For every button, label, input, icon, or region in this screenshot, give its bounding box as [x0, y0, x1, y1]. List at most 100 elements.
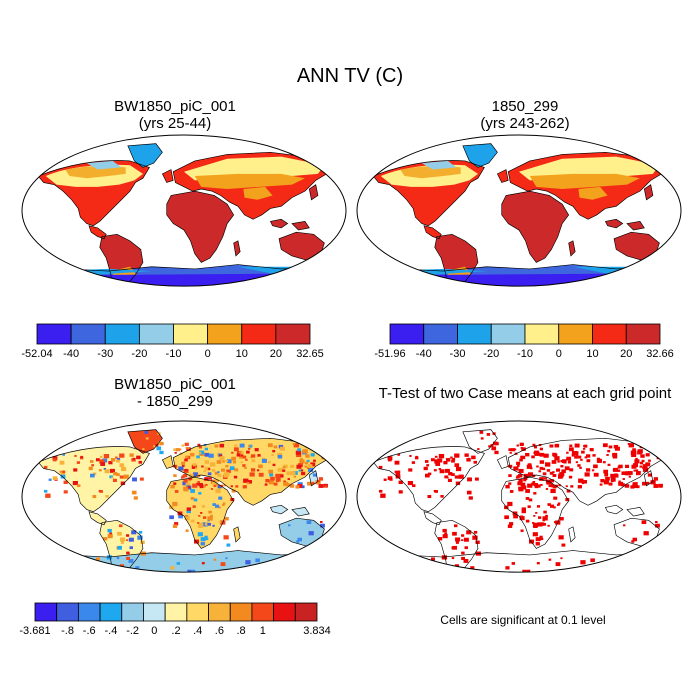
significant-cell	[521, 509, 526, 514]
difference-cell	[186, 507, 191, 511]
significant-cell	[509, 451, 512, 454]
difference-cell	[283, 480, 286, 483]
significant-cell	[621, 471, 626, 475]
significant-cell	[508, 465, 511, 467]
significant-cell	[602, 443, 608, 448]
colorbar-tick-label: -40	[416, 348, 432, 360]
significant-cell	[547, 524, 550, 527]
significant-cell	[415, 455, 418, 458]
significant-cell	[471, 455, 476, 460]
colorbar-box	[251, 602, 275, 622]
significant-cell	[424, 460, 429, 463]
significant-cell	[446, 476, 449, 479]
significant-cell	[448, 471, 453, 476]
colorbar-tick-label: -.6	[83, 625, 96, 637]
difference-cell	[258, 464, 263, 469]
difference-cell	[139, 477, 144, 481]
significant-cell	[553, 454, 558, 457]
difference-cell	[223, 473, 229, 478]
significant-cell	[595, 565, 599, 567]
difference-cell	[233, 447, 239, 452]
significant-cell	[579, 466, 582, 469]
significant-cell	[578, 478, 584, 483]
colorbar-box	[186, 602, 209, 622]
difference-cell	[112, 478, 117, 483]
significant-cell	[561, 459, 567, 464]
significant-cell	[468, 496, 473, 500]
significant-cell	[630, 485, 635, 489]
significant-cell	[540, 537, 544, 541]
difference-cell	[273, 445, 278, 449]
difference-cell	[288, 524, 291, 527]
map-case2	[356, 134, 682, 287]
difference-cell	[267, 461, 271, 464]
colorbar-box	[143, 602, 166, 622]
significant-cell	[646, 481, 650, 485]
difference-cell	[138, 530, 143, 534]
difference-cell	[185, 529, 189, 532]
difference-cell	[123, 474, 129, 479]
colorbar-tick-label: .4	[193, 625, 202, 637]
colorbar-tick-label: 0	[556, 348, 562, 360]
difference-cell	[151, 433, 156, 436]
significant-cell	[447, 478, 452, 483]
significant-cell	[628, 475, 631, 478]
difference-cell	[212, 524, 215, 527]
significant-cell	[612, 454, 618, 459]
difference-cell	[187, 486, 191, 489]
significant-cell	[603, 469, 609, 474]
difference-cell	[324, 485, 328, 488]
difference-cell	[271, 454, 274, 456]
significant-cell	[642, 467, 649, 472]
significant-cell	[625, 471, 631, 476]
significant-cell	[536, 465, 539, 468]
difference-cell	[308, 531, 314, 536]
colorbar-tick-label: 10	[586, 348, 598, 360]
significant-cell	[407, 480, 413, 486]
difference-cell	[249, 456, 253, 459]
significant-cell	[427, 495, 432, 499]
difference-cell	[299, 459, 305, 464]
difference-cell	[129, 453, 134, 457]
significant-cell	[467, 457, 471, 460]
difference-cell	[292, 443, 296, 446]
significant-cell	[543, 477, 547, 480]
colorbar-tick-label: -3.681	[19, 625, 50, 637]
difference-cell	[207, 467, 211, 471]
significant-cell	[577, 485, 582, 489]
difference-cell	[128, 537, 134, 542]
difference-cell	[305, 454, 310, 458]
significant-cell	[532, 532, 538, 537]
difference-cell	[133, 496, 138, 500]
significant-cell	[455, 481, 461, 486]
difference-cell	[204, 452, 210, 457]
significant-cell	[474, 477, 479, 481]
significant-cell	[618, 480, 621, 483]
significant-cell	[604, 473, 609, 477]
difference-cell	[293, 443, 300, 448]
difference-cell	[277, 452, 283, 457]
difference-cell	[118, 524, 123, 528]
colorbar-box	[70, 323, 106, 345]
difference-cell	[311, 481, 315, 485]
colorbar-box	[173, 323, 209, 345]
difference-cell	[182, 481, 188, 486]
difference-cell	[190, 519, 195, 523]
significant-cell	[513, 448, 517, 451]
significant-cell	[378, 489, 383, 493]
significant-cell	[582, 480, 588, 484]
difference-cell	[190, 452, 195, 457]
colorbar-tick-label: 1	[260, 625, 266, 637]
difference-cell	[202, 522, 208, 527]
significant-cell	[522, 447, 525, 450]
significant-cell	[527, 483, 533, 488]
difference-cell	[190, 489, 195, 493]
significant-cell	[397, 453, 400, 456]
significant-cell	[434, 455, 438, 458]
difference-cell	[172, 501, 178, 507]
difference-cell	[285, 483, 290, 487]
colorbar-box	[457, 323, 492, 345]
difference-cell	[242, 455, 247, 459]
significant-cell	[566, 489, 571, 493]
difference-cell	[132, 457, 136, 460]
